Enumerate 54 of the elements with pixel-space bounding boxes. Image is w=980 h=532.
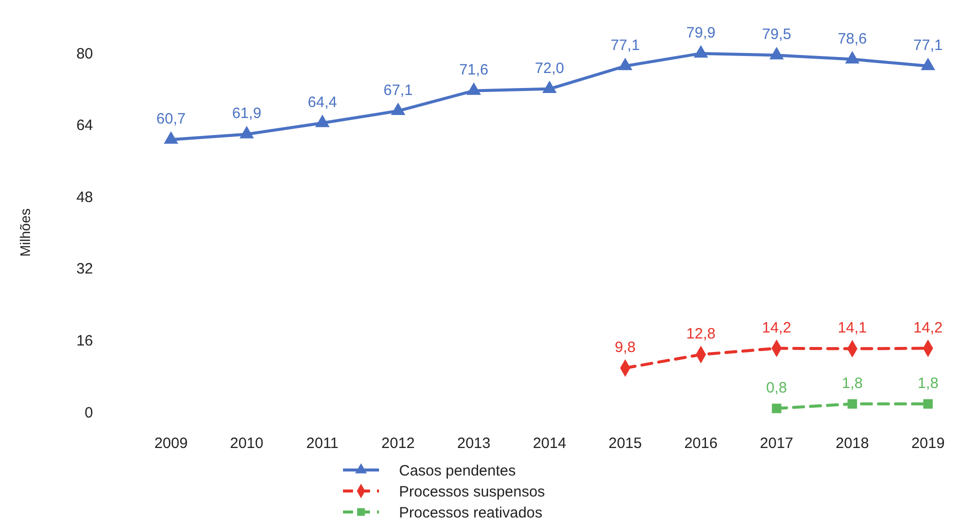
point <box>848 399 858 409</box>
data-label: 67,1 <box>384 82 413 99</box>
x-tick-label: 2014 <box>532 435 566 452</box>
data-label: 77,1 <box>913 37 943 54</box>
data-label: 1,8 <box>918 374 938 392</box>
y-tick-label: 0 <box>84 404 93 422</box>
data-label: 14,2 <box>913 319 943 336</box>
point <box>315 114 330 128</box>
data-label: 0,8 <box>766 379 788 396</box>
data-label: 64,4 <box>308 94 337 112</box>
y-tick-label: 80 <box>76 45 93 62</box>
point <box>920 58 936 70</box>
data-label: 14,2 <box>762 319 792 336</box>
x-tick-label: 2018 <box>836 435 869 452</box>
point <box>239 126 254 138</box>
data-label: 12,8 <box>686 326 716 343</box>
legend-label: Processos reativados <box>399 504 542 522</box>
x-tick-label: 2010 <box>230 435 264 452</box>
point <box>694 45 708 58</box>
data-label: 71,6 <box>459 62 488 79</box>
x-tick-label: 2012 <box>381 435 415 452</box>
x-tick-label: 2011 <box>306 435 339 452</box>
x-tick-label: 2016 <box>684 435 718 452</box>
point <box>466 82 482 95</box>
x-tick-label: 2017 <box>760 435 794 452</box>
x-tick-label: 2013 <box>457 435 490 452</box>
point <box>772 404 782 414</box>
point <box>769 46 784 60</box>
x-tick-label: 2015 <box>608 435 642 452</box>
y-tick-label: 64 <box>76 117 93 134</box>
point <box>390 102 406 116</box>
data-label: 61,9 <box>232 105 262 122</box>
x-tick-label: 2009 <box>154 435 188 452</box>
data-label: 14,1 <box>838 320 867 337</box>
data-label: 78,6 <box>838 30 867 48</box>
data-label: 9,8 <box>614 339 636 356</box>
data-label: 79,5 <box>762 26 792 44</box>
legend-label: Processos suspensos <box>399 483 545 500</box>
data-label: 77,1 <box>610 37 640 54</box>
y-axis-title: Milhões <box>17 208 33 257</box>
data-label: 1,8 <box>842 374 863 392</box>
y-tick-label: 48 <box>76 188 93 206</box>
y-tick-label: 32 <box>76 260 93 278</box>
y-tick-label: 16 <box>76 332 93 350</box>
point <box>542 80 557 94</box>
data-label: 79,9 <box>686 24 716 42</box>
legend-label: Casos pendentes <box>399 462 516 480</box>
point <box>845 50 860 64</box>
point <box>618 58 632 70</box>
data-label: 72,0 <box>534 60 564 77</box>
x-tick-label: 2019 <box>911 435 945 452</box>
point <box>923 399 933 409</box>
data-label: 60,7 <box>156 110 186 128</box>
point <box>164 131 178 144</box>
